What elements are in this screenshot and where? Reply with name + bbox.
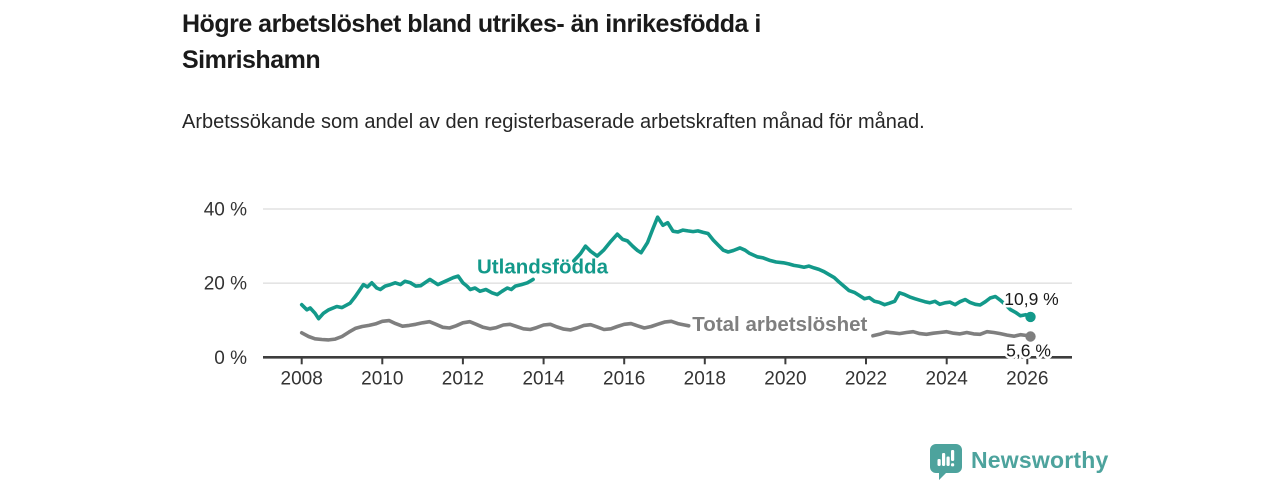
- series-inline-labels: Total arbetslöshet Utlandsfödda: [477, 255, 868, 336]
- x-tick-label: 2026: [1006, 368, 1048, 389]
- y-axis-labels: 0 % 20 % 40 %: [204, 200, 247, 369]
- series-end-value-labels: 5,6 % 10,9 %: [1002, 286, 1061, 363]
- x-axis: 2008 2010 2012 2014 2016 2018 2020 2022 2024 2026: [263, 355, 1072, 389]
- chart-subtitle: Arbetssökande som andel av den registerb…: [182, 111, 925, 133]
- line-utlandsf-dda: [572, 215, 1033, 319]
- x-tick-label: 2020: [764, 368, 806, 389]
- end-dot: [1025, 311, 1036, 323]
- x-tick-label: 2022: [845, 368, 887, 389]
- y-tick-label: 0 %: [214, 348, 247, 369]
- series-label: Total arbetslöshet: [692, 313, 867, 336]
- gridlines: [263, 208, 1072, 284]
- x-tick-label: 2014: [522, 368, 565, 389]
- series-lines: [299, 215, 1033, 342]
- x-tick-label: 2012: [442, 368, 484, 389]
- x-tick-label: 2018: [684, 368, 726, 389]
- brand-wordmark: Newsworthy: [971, 446, 1109, 473]
- end-dot: [1025, 331, 1036, 342]
- end-value-label: 5,6 %: [1006, 341, 1051, 361]
- newsworthy-logo-icon: [930, 444, 962, 480]
- line-utlandsf-dda: [299, 274, 535, 321]
- y-tick-label: 40 %: [204, 200, 247, 221]
- chart-title: Högre arbetslöshet bland utrikes- än inr…: [182, 10, 761, 74]
- x-tick-label: 2008: [281, 368, 323, 389]
- y-tick-label: 20 %: [204, 274, 247, 295]
- series-label: Utlandsfödda: [477, 256, 609, 279]
- speech-bubble-shape: [930, 444, 962, 480]
- x-tick-label: 2010: [361, 368, 403, 389]
- series-end-dots: [1025, 311, 1036, 342]
- line-total-arbetsl-shet: [871, 329, 1033, 339]
- x-tick-label: 2024: [926, 368, 969, 389]
- x-tick-label: 2016: [603, 368, 645, 389]
- brand-footer: Newsworthy: [929, 443, 1108, 480]
- bar-chart-glyph: [937, 450, 955, 467]
- line-total-arbetsl-shet: [299, 318, 691, 342]
- end-value-label: 10,9 %: [1004, 289, 1058, 309]
